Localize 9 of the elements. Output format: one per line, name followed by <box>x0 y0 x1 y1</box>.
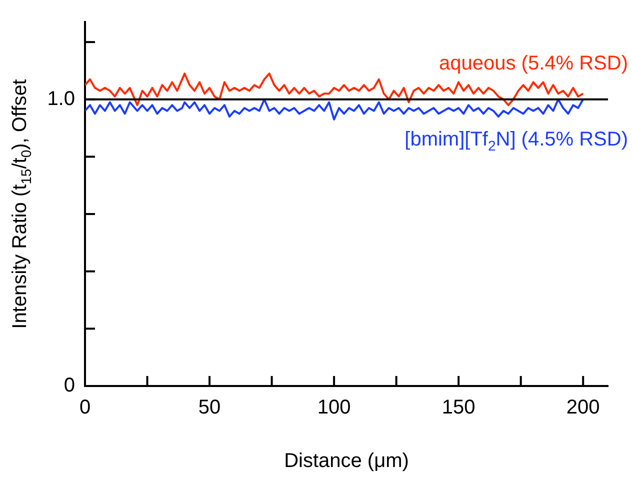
x-axis-title: Distance (μm) <box>284 450 409 472</box>
x-tick-label: 200 <box>566 396 600 419</box>
x-tick-label: 100 <box>317 396 351 419</box>
series-label: aqueous (5.4% RSD) <box>439 52 628 75</box>
y-axis-title: Intensity Ratio (t15/t0), Offset <box>9 78 34 329</box>
x-tick-label: 150 <box>442 396 476 419</box>
x-tick-label: 0 <box>79 396 91 419</box>
x-tick-label: 50 <box>198 396 221 419</box>
y-tick-label: 1.0 <box>47 88 75 110</box>
